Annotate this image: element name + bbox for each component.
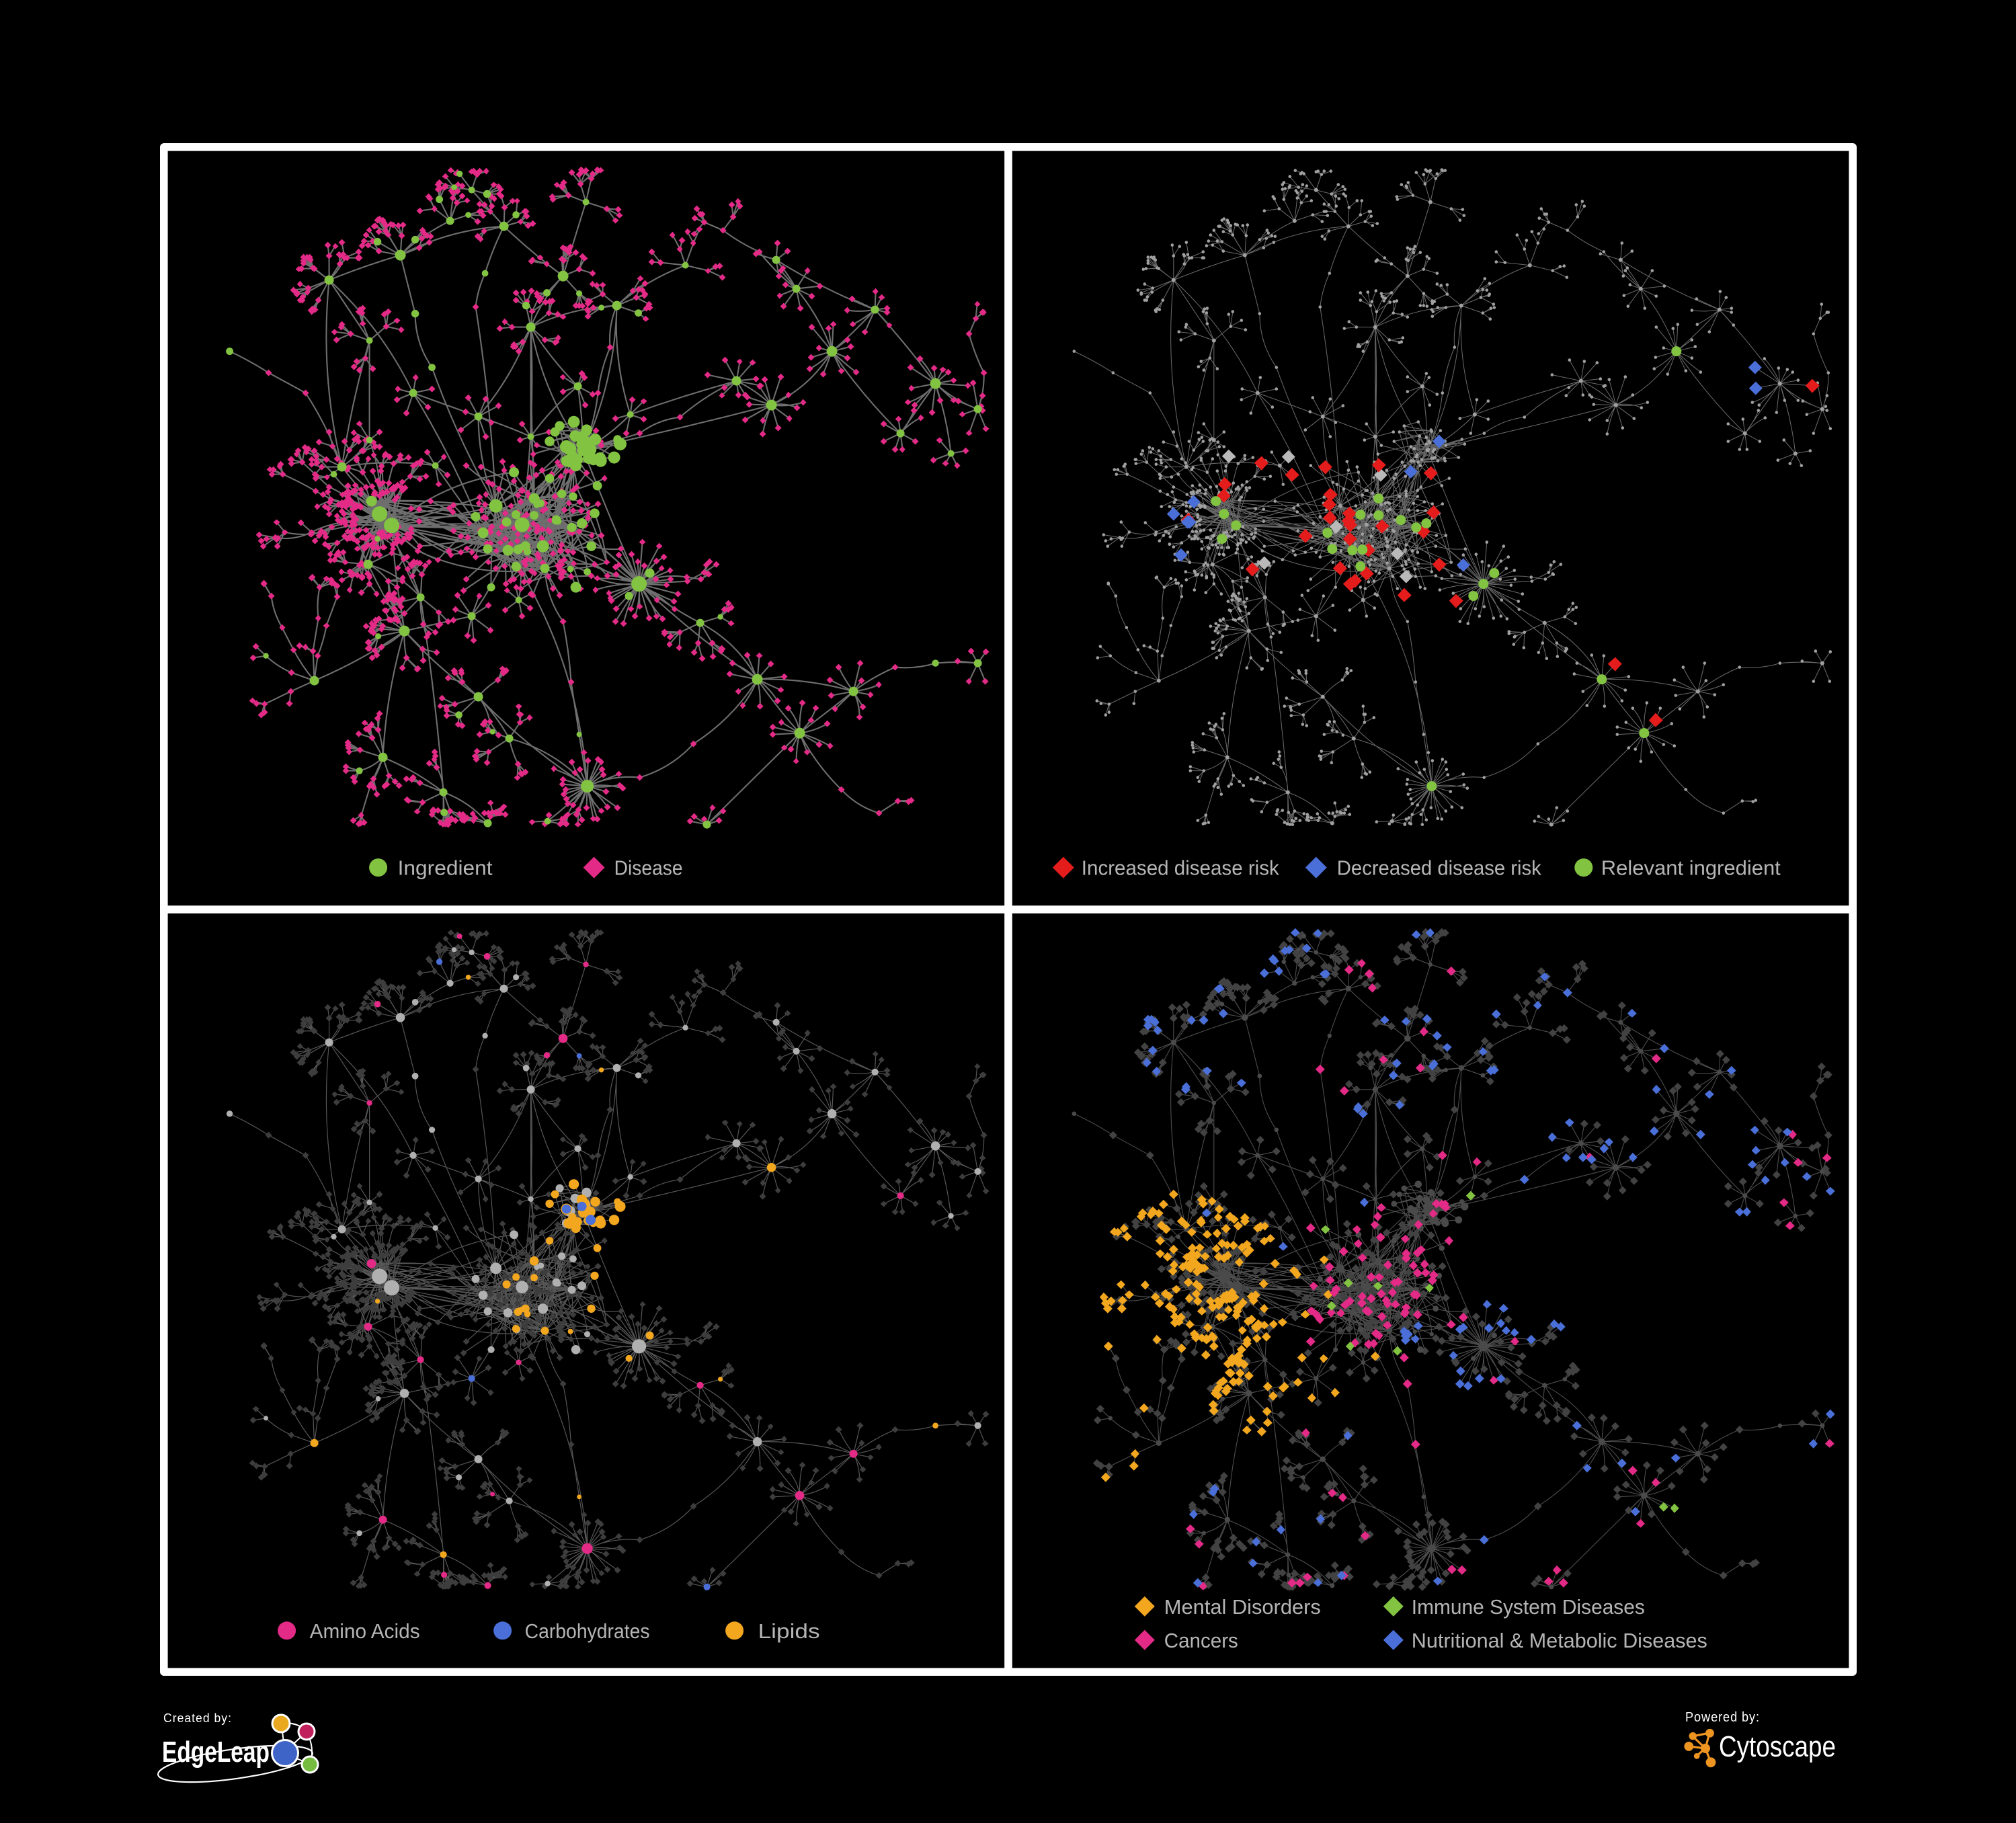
svg-text:Mental Disorders: Mental Disorders <box>1164 1595 1321 1619</box>
svg-text:Decreased disease risk: Decreased disease risk <box>1337 856 1541 880</box>
svg-text:Created by:: Created by: <box>163 1711 232 1725</box>
svg-text:Amino Acids: Amino Acids <box>310 1619 420 1643</box>
svg-text:Cancers: Cancers <box>1164 1629 1238 1652</box>
svg-text:Nutritional & Metabolic Diseas: Nutritional & Metabolic Diseases <box>1412 1629 1707 1652</box>
svg-text:Ingredient: Ingredient <box>398 856 493 880</box>
svg-text:Immune System Diseases: Immune System Diseases <box>1412 1595 1645 1619</box>
svg-text:Carbohydrates: Carbohydrates <box>525 1619 650 1643</box>
svg-text:Lipids: Lipids <box>758 1619 820 1643</box>
svg-text:Increased disease risk: Increased disease risk <box>1082 856 1279 880</box>
svg-text:Relevant ingredient: Relevant ingredient <box>1601 856 1781 880</box>
svg-text:Powered by:: Powered by: <box>1685 1710 1760 1725</box>
svg-text:Disease: Disease <box>614 856 683 880</box>
svg-text:EdgeLeap: EdgeLeap <box>162 1736 270 1769</box>
svg-text:Cytoscape: Cytoscape <box>1719 1730 1836 1763</box>
